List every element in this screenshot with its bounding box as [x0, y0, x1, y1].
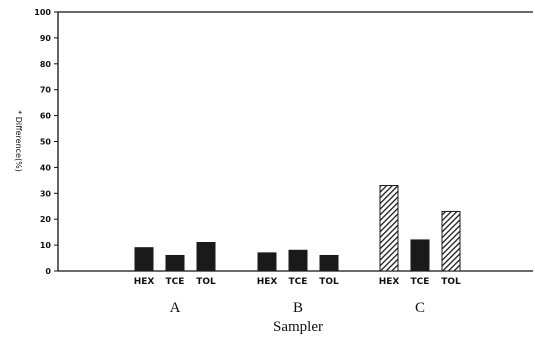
group-label: C	[415, 300, 425, 316]
y-tick-label: 100	[34, 8, 51, 17]
bar-c-hex	[379, 185, 399, 272]
bar-a-tol	[196, 242, 216, 272]
bar-b-hex	[257, 252, 277, 272]
bar-a-hex	[134, 247, 154, 272]
group-labels: A B C	[170, 300, 425, 316]
y-tick-label: 80	[40, 60, 52, 69]
bar-series-label: TOL	[196, 277, 216, 287]
y-axis-title: * Difference(%)	[14, 110, 23, 172]
bar-series-label: HEX	[379, 277, 400, 287]
bar-c-tol	[441, 210, 461, 272]
bar-series-labels: HEX TCE TOL HEX TCE TOL HEX TCE TOL	[134, 277, 461, 287]
y-tick-label: 90	[40, 34, 52, 43]
bar-series-label: TCE	[289, 277, 308, 287]
bar-series-label: TCE	[166, 277, 185, 287]
group-label: A	[170, 300, 181, 316]
y-tick-label: 0	[45, 267, 51, 276]
y-tick-label: 50	[40, 138, 52, 147]
y-tick-label: 30	[40, 189, 52, 198]
bar-series-label: HEX	[257, 277, 278, 287]
x-axis-title: Sampler	[273, 319, 323, 335]
y-axis-ticks: 0 10 20 30 40 50 60 70 80 90 100	[34, 8, 58, 276]
y-tick-label: 20	[40, 215, 52, 224]
chart-axes	[57, 11, 533, 272]
bar-a-tce	[165, 254, 185, 272]
bar-series-label: TOL	[319, 277, 339, 287]
bar-series-label: TCE	[411, 277, 430, 287]
y-tick-label: 40	[40, 163, 52, 172]
y-tick-label: 70	[40, 86, 52, 95]
bars	[134, 185, 461, 272]
y-tick-label: 60	[40, 112, 52, 121]
bar-b-tol	[319, 254, 339, 272]
bar-series-label: TOL	[441, 277, 461, 287]
group-label: B	[293, 300, 303, 316]
bar-c-tce	[410, 239, 430, 272]
bar-b-tce	[288, 249, 308, 272]
bar-series-label: HEX	[134, 277, 155, 287]
y-tick-label: 10	[40, 241, 52, 250]
